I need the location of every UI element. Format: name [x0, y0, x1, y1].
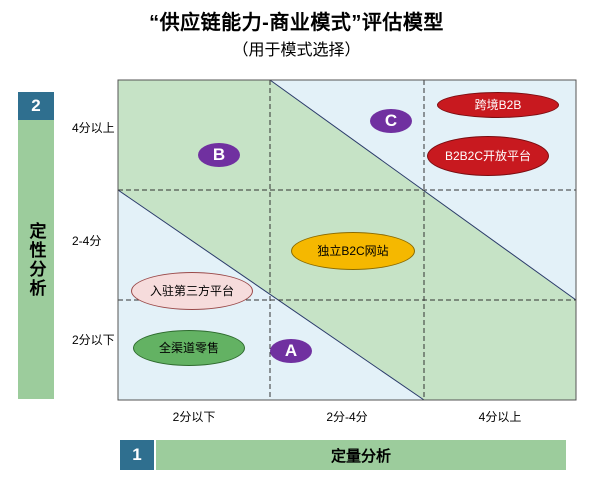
y-tick-mid: 2-4分 — [72, 234, 102, 248]
model-cross-border-b2b: 跨境B2B — [437, 92, 559, 118]
zone-boundary-lower — [117, 189, 425, 401]
model-third-party-platform: 入驻第三方平台 — [131, 272, 253, 310]
zone-marker-a: A — [270, 339, 312, 363]
model-b2b2c-open-platform: B2B2C开放平台 — [427, 136, 549, 176]
page-subtitle: （用于模式选择） — [232, 42, 361, 59]
quantitative-axis-bar: 定量分析 — [156, 440, 566, 470]
zone-corner-green — [424, 190, 576, 400]
qualitative-axis-bar: 定性分析 — [18, 120, 54, 399]
qualitative-number-badge: 2 — [18, 92, 54, 120]
quantitative-axis-label: 定量分析 — [330, 447, 391, 465]
qualitative-axis-label: 定性分析 — [26, 221, 46, 298]
quantitative-number-badge: 1 — [120, 440, 154, 470]
page-title: “供应链能力-商业模式”评估模型 — [149, 12, 444, 34]
zone-marker-c: C — [370, 109, 412, 133]
model-independent-b2c-site: 独立B2C网站 — [291, 232, 415, 270]
x-tick-low: 2分以下 — [172, 410, 216, 424]
zone-marker-b: B — [198, 143, 240, 167]
y-tick-high: 4分以上 — [72, 121, 115, 135]
matrix-border — [117, 79, 577, 401]
x-tick-mid: 2分-4分 — [326, 410, 368, 424]
y-tick-low: 2分以下 — [72, 333, 115, 347]
x-tick-high: 4分以上 — [478, 410, 522, 424]
model-omnichannel-retail: 全渠道零售 — [133, 330, 245, 366]
